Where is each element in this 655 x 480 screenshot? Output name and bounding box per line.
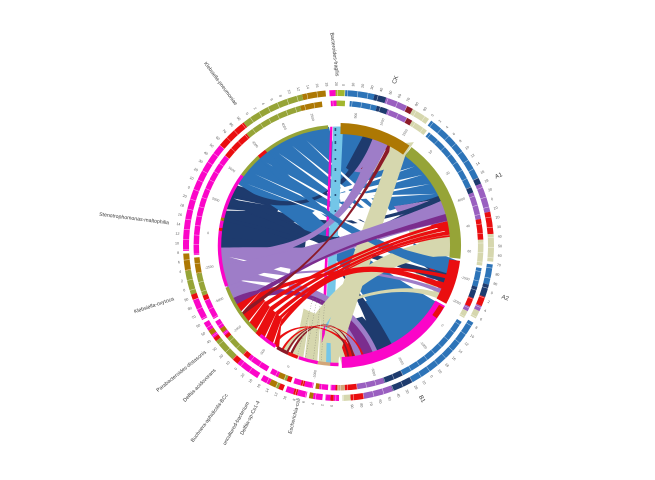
svg-text:14: 14 bbox=[305, 85, 310, 90]
svg-text:14: 14 bbox=[176, 222, 180, 226]
svg-text:20: 20 bbox=[495, 215, 500, 220]
svg-text:12: 12 bbox=[175, 232, 179, 236]
svg-text:16: 16 bbox=[178, 212, 183, 217]
svg-text:80: 80 bbox=[359, 403, 364, 408]
svg-text:30: 30 bbox=[370, 85, 375, 90]
svg-text:16: 16 bbox=[315, 83, 320, 88]
svg-text:40: 40 bbox=[498, 234, 502, 238]
svg-text:70: 70 bbox=[497, 263, 501, 267]
svg-text:90: 90 bbox=[350, 404, 354, 408]
svg-text:0: 0 bbox=[342, 84, 346, 86]
svg-text:500: 500 bbox=[353, 112, 358, 118]
svg-text:60: 60 bbox=[467, 249, 471, 253]
svg-text:30: 30 bbox=[497, 225, 501, 229]
svg-text:40: 40 bbox=[466, 224, 470, 229]
svg-text:0: 0 bbox=[330, 405, 334, 407]
svg-text:10: 10 bbox=[351, 83, 355, 87]
svg-text:2: 2 bbox=[320, 404, 324, 406]
svg-text:20: 20 bbox=[361, 84, 366, 89]
svg-text:6: 6 bbox=[178, 260, 180, 264]
svg-text:70: 70 bbox=[369, 401, 374, 406]
svg-text:80: 80 bbox=[495, 272, 500, 277]
svg-text:8: 8 bbox=[177, 251, 179, 255]
svg-text:50: 50 bbox=[498, 244, 502, 248]
svg-text:10: 10 bbox=[175, 241, 179, 245]
svg-text:20: 20 bbox=[334, 82, 338, 86]
svg-text:60: 60 bbox=[498, 254, 502, 258]
svg-text:18: 18 bbox=[324, 82, 328, 86]
